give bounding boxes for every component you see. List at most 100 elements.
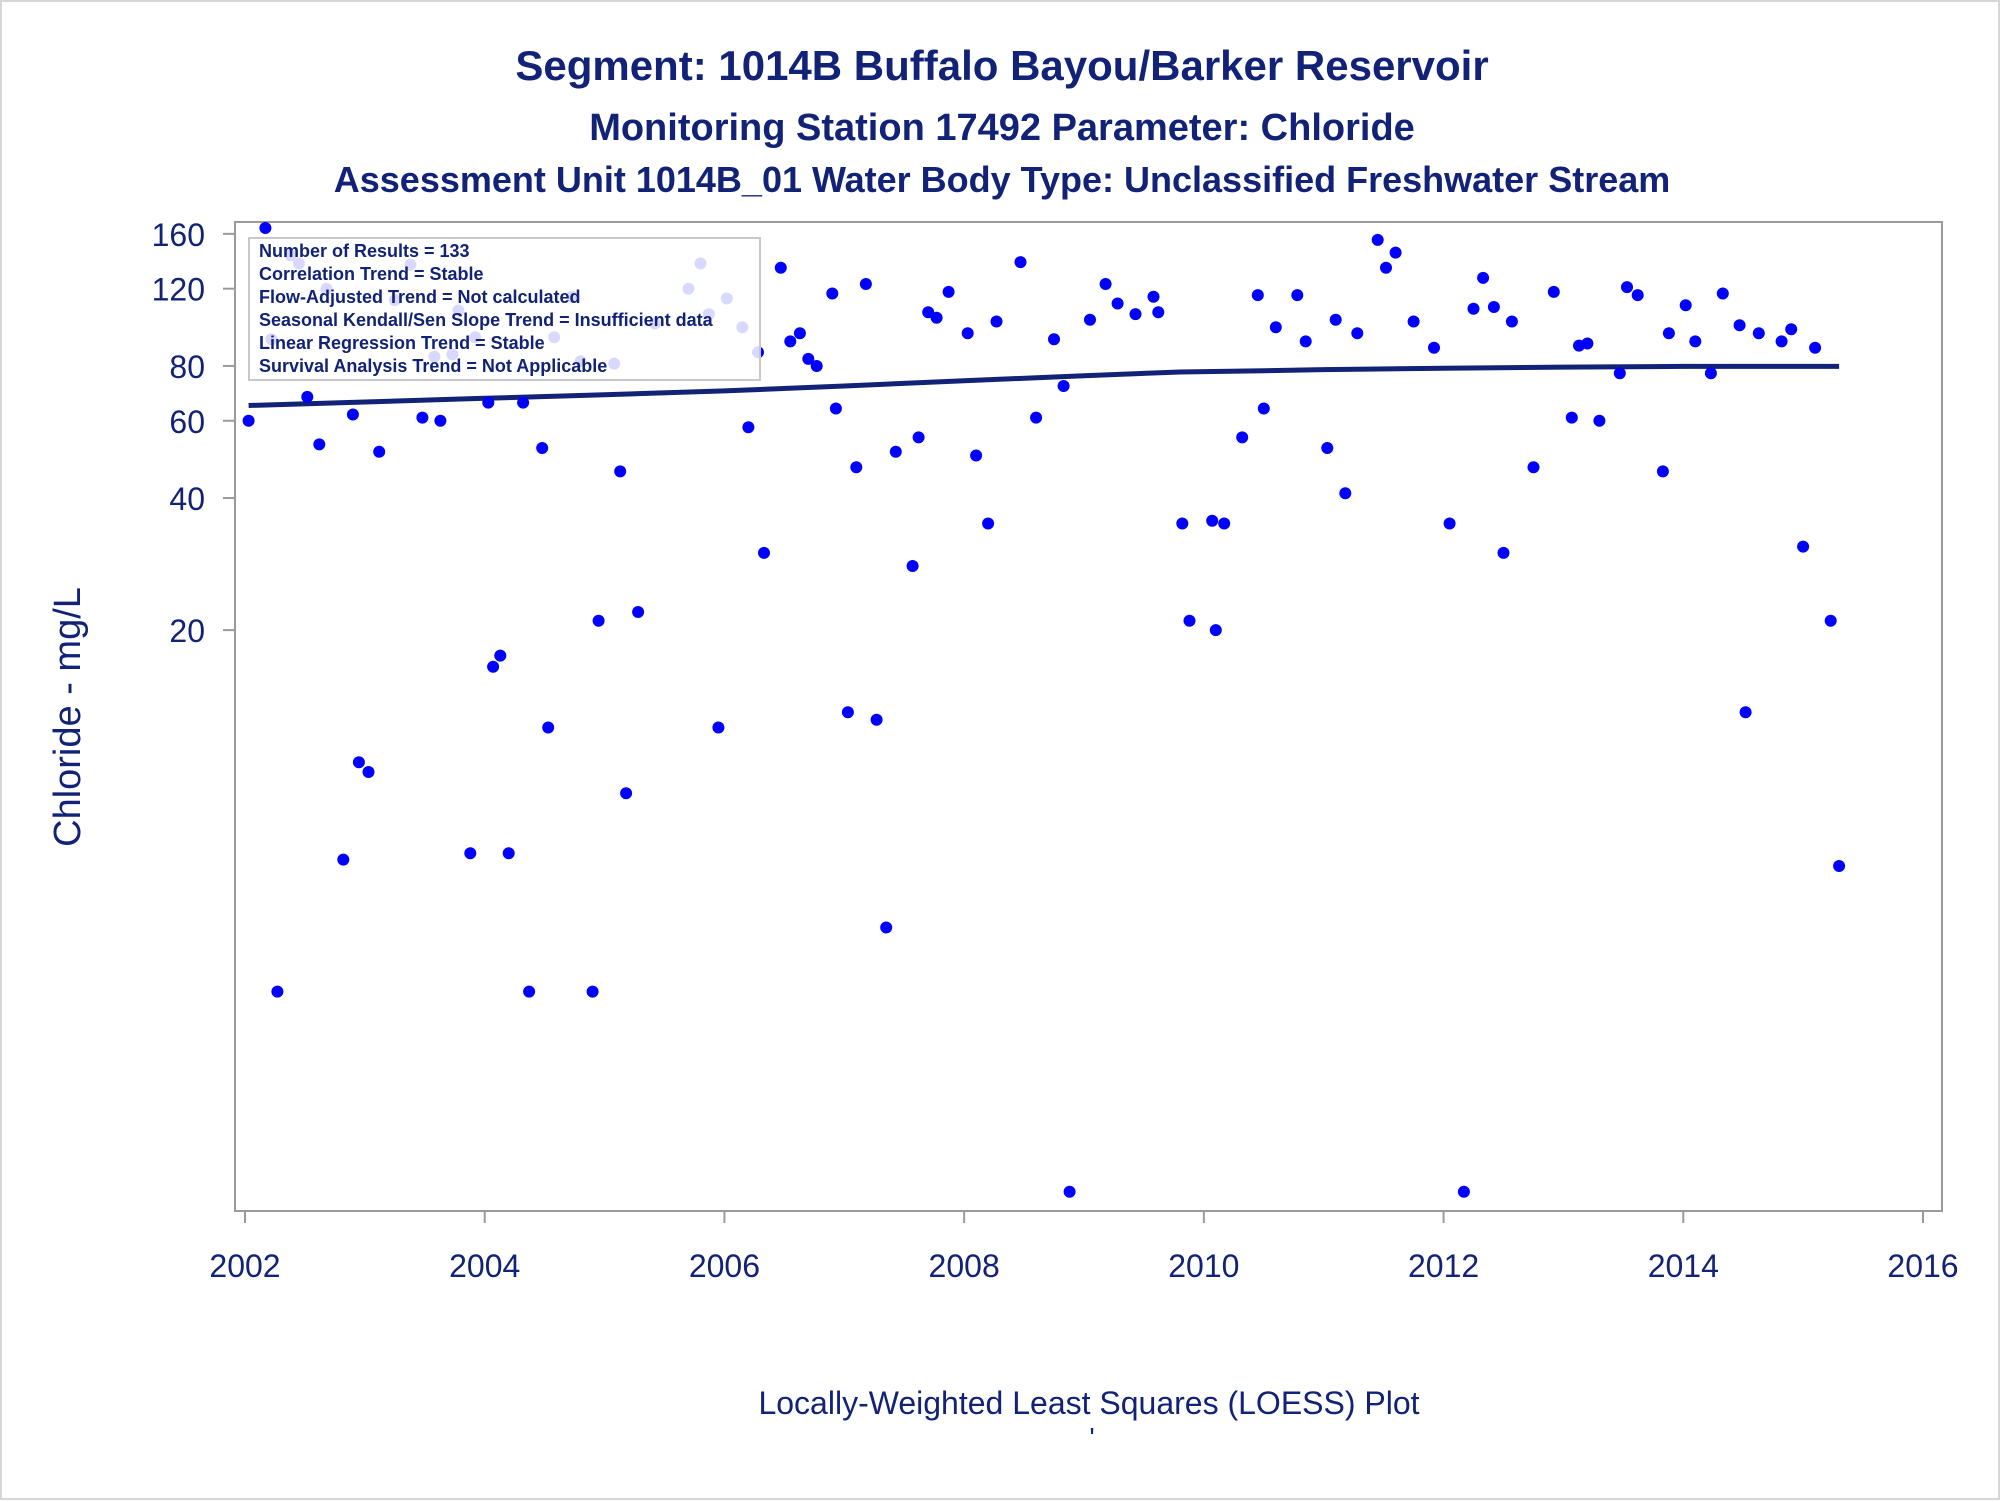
data-point: [1063, 1185, 1076, 1198]
data-point: [1656, 465, 1669, 478]
data-point: [242, 414, 255, 427]
data-point: [1084, 313, 1096, 326]
data-point: [1467, 302, 1480, 315]
data-point: [1176, 517, 1189, 530]
y-tick-label: 60: [169, 404, 205, 440]
data-point: [1565, 411, 1578, 424]
stat-line: Correlation Trend = Stable: [259, 264, 484, 284]
data-point: [1797, 540, 1810, 553]
data-point: [614, 465, 627, 478]
data-point: [487, 660, 500, 673]
data-point: [373, 445, 386, 458]
data-point: [1257, 402, 1270, 415]
x-axis: 2002 2004 2006 2008 2010 2012 2014 2016: [209, 1211, 1959, 1284]
data-point: [1824, 614, 1837, 627]
chart-title: Segment: 1014B Buffalo Bayou/Barker Rese…: [515, 42, 1488, 89]
data-point: [1497, 546, 1510, 559]
data-point: [970, 449, 983, 462]
chart-subtitle-2: Assessment Unit 1014B_01 Water Body Type…: [334, 159, 1671, 200]
data-point: [1371, 233, 1384, 246]
footnote-mark: ': [1089, 1422, 1094, 1453]
data-point: [494, 649, 507, 662]
x-tick-label: 2008: [929, 1248, 1000, 1284]
data-point: [1321, 442, 1334, 454]
data-point: [1689, 335, 1702, 348]
x-tick-label: 2016: [1887, 1248, 1958, 1284]
stat-line: Flow-Adjusted Trend = Not calculated: [259, 287, 581, 307]
data-point: [1209, 624, 1222, 637]
data-point: [632, 606, 645, 618]
data-point: [1152, 306, 1165, 319]
data-point: [502, 847, 515, 860]
data-point: [859, 278, 872, 290]
stat-line: Number of Results = 133: [259, 241, 470, 261]
data-point: [313, 438, 326, 451]
data-point: [1631, 289, 1644, 302]
data-point: [586, 985, 599, 998]
data-point: [1269, 321, 1282, 334]
data-point: [1111, 297, 1124, 310]
data-point: [793, 327, 806, 340]
data-point: [880, 921, 893, 934]
data-point: [1547, 285, 1560, 298]
data-point: [1030, 411, 1043, 424]
data-point: [1505, 315, 1518, 328]
data-point: [1613, 367, 1626, 380]
stat-line: Survival Analysis Trend = Not Applicable: [259, 356, 607, 376]
data-point: [1457, 1185, 1470, 1198]
data-point: [592, 614, 605, 627]
data-point: [1206, 514, 1219, 527]
data-point: [1147, 290, 1160, 303]
data-point: [1733, 319, 1746, 332]
data-point: [712, 721, 725, 734]
y-tick-label: 20: [169, 613, 205, 649]
y-tick-label: 40: [169, 481, 205, 517]
data-point: [1621, 281, 1633, 294]
y-tick-label: 120: [152, 272, 205, 308]
data-point: [1527, 461, 1540, 474]
data-point: [906, 560, 919, 572]
data-point: [1236, 431, 1249, 444]
x-tick-label: 2006: [689, 1248, 760, 1284]
data-point: [1593, 414, 1606, 427]
data-point: [352, 756, 365, 769]
data-point: [1716, 287, 1729, 300]
data-point: [1739, 706, 1752, 719]
x-tick-label: 2012: [1408, 1248, 1479, 1284]
data-point: [774, 261, 787, 274]
data-point: [1048, 333, 1060, 346]
data-point: [1014, 256, 1027, 269]
y-axis: 20 40 60 80 120 160: [152, 217, 235, 649]
data-point: [1752, 327, 1765, 340]
footnote: Locally-Weighted Least Squares (LOESS) P…: [758, 1385, 1419, 1421]
data-point: [742, 421, 755, 434]
x-tick-label: 2010: [1168, 1248, 1239, 1284]
stats-box: [248, 237, 761, 381]
data-point: [1581, 337, 1594, 350]
y-tick-label: 80: [169, 349, 205, 385]
data-point: [1299, 335, 1312, 348]
data-point: [990, 315, 1003, 328]
data-point: [1339, 487, 1352, 500]
data-point: [841, 706, 854, 719]
data-point: [1443, 517, 1456, 530]
data-point: [1785, 323, 1798, 336]
data-point: [1428, 341, 1440, 354]
data-point: [889, 445, 902, 458]
data-point: [1662, 327, 1675, 340]
x-tick-label: 2004: [449, 1248, 520, 1284]
data-point: [1679, 299, 1692, 312]
data-point: [829, 402, 842, 415]
data-point: [961, 327, 974, 340]
data-point: [930, 311, 943, 324]
data-point: [464, 847, 477, 860]
y-tick-label: 160: [152, 217, 205, 253]
data-point: [784, 335, 797, 348]
data-point: [536, 442, 549, 454]
data-point: [1129, 308, 1142, 321]
data-point: [1099, 278, 1112, 290]
data-point: [826, 287, 839, 300]
data-point: [301, 390, 314, 403]
